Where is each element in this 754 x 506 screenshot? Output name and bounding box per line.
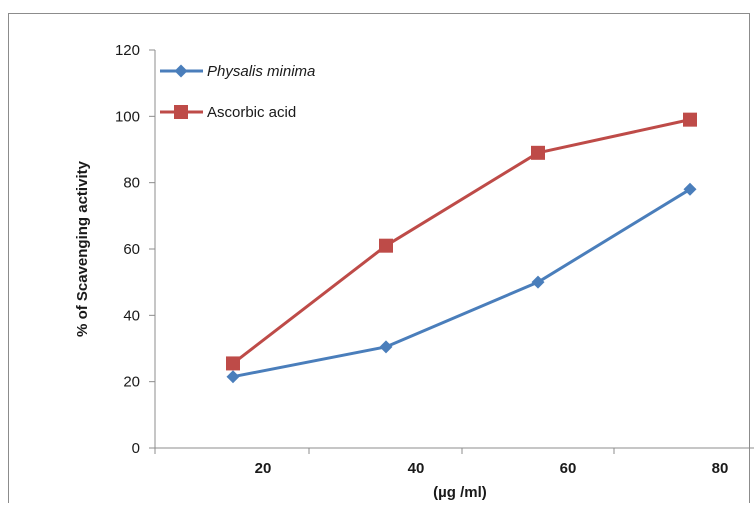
legend: Physalis minima Ascorbic acid	[160, 63, 315, 121]
series-line	[232, 188, 691, 379]
y-axis-title: % of Scavenging activity	[74, 160, 91, 337]
series-physalis-minima	[226, 182, 697, 384]
series-line	[232, 118, 691, 365]
legend-entry: Physalis minima	[160, 63, 315, 80]
y-tick-label: 100	[115, 108, 140, 125]
y-tick-label: 60	[123, 241, 140, 258]
x-axis-title: (µg /ml)	[433, 484, 487, 501]
legend-entry: Ascorbic acid	[160, 104, 296, 121]
series-layer	[226, 112, 697, 384]
y-tick-label: 20	[123, 374, 140, 391]
x-tick-label: 20	[255, 460, 272, 477]
series-ascorbic-acid	[226, 112, 697, 371]
y-tick-label: 40	[123, 307, 140, 324]
x-ticks: 20 40 60 80	[154, 448, 729, 477]
y-tick-label: 80	[123, 175, 140, 192]
y-tick-label: 120	[115, 42, 140, 59]
data-point-marker	[226, 370, 240, 384]
data-point-marker	[683, 182, 697, 196]
x-tick-label: 60	[560, 460, 577, 477]
data-point-marker	[683, 112, 697, 127]
legend-label: Physalis minima	[207, 63, 315, 80]
y-ticks: 0 20 40 60 80 100 120	[115, 42, 155, 457]
data-point-marker	[379, 340, 393, 354]
x-tick-label: 40	[408, 460, 425, 477]
data-point-marker	[379, 238, 393, 253]
legend-marker	[174, 105, 188, 119]
chart-frame	[8, 13, 750, 503]
data-point-marker	[226, 356, 240, 371]
legend-label: Ascorbic acid	[207, 104, 296, 121]
y-tick-label: 0	[132, 440, 140, 457]
x-tick-label: 80	[712, 460, 729, 477]
data-point-marker	[531, 145, 545, 160]
data-point-marker	[531, 275, 545, 289]
legend-marker	[174, 64, 188, 78]
